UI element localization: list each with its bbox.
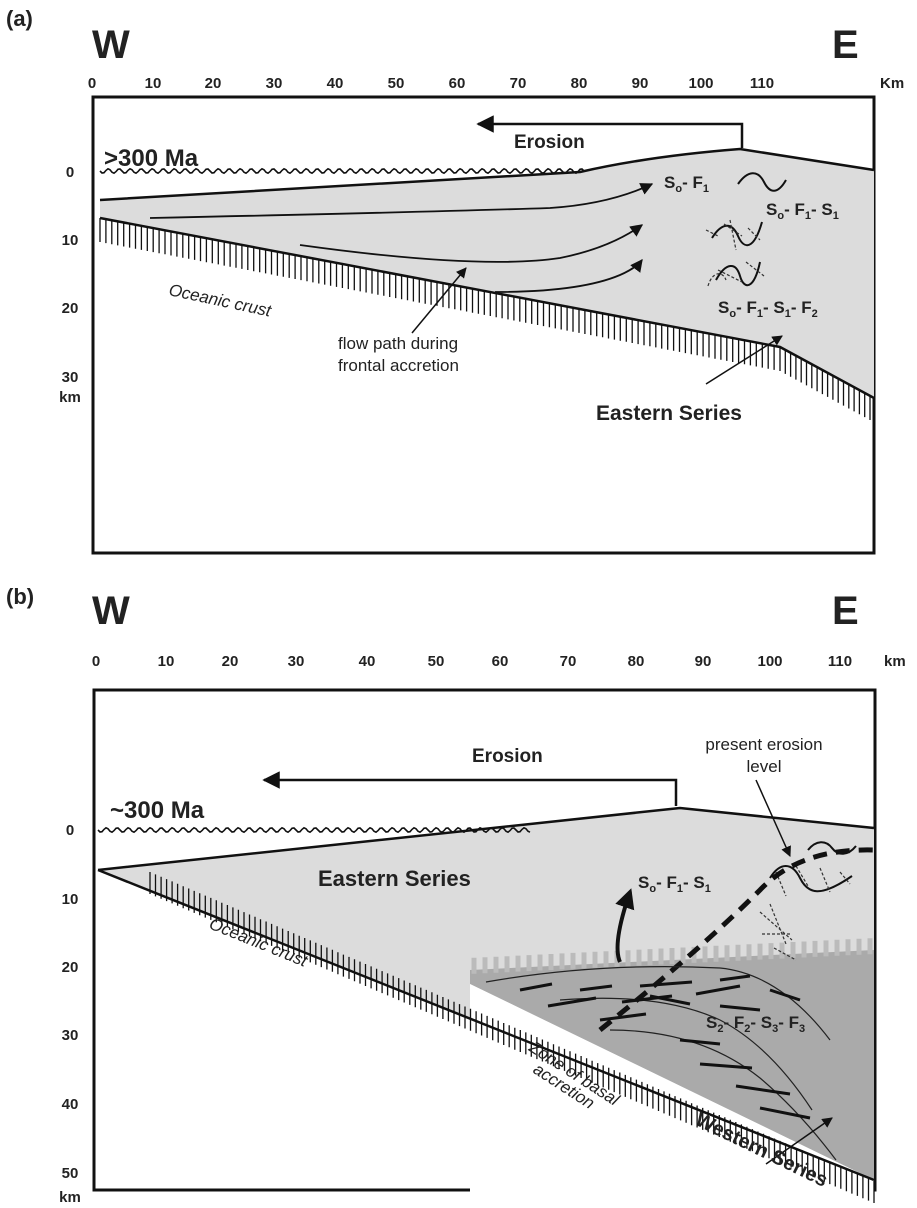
panel-b-y-unit: km [59,1189,81,1206]
panel-a-x-tick: 110 [750,75,774,92]
panel-b-y-tick: 10 [62,891,79,908]
panel-b-x-tick: 10 [158,653,175,670]
panel-b-east: E [832,589,859,633]
panel-b-y-axis: 0 10 20 30 40 50 km [59,822,81,1206]
panel-b-x-tick: 60 [492,653,509,670]
panel-b-western-mask [470,984,874,1200]
panel-b-x-axis: 0 10 20 30 40 50 60 70 80 90 100 110 km [92,653,906,670]
panel-a-fold-symbol [711,221,763,247]
panel-b-present-erosion-1: present erosion [705,735,822,754]
panel-b-western-wedge [470,950,874,1180]
panel-a-wedge [100,149,874,398]
panel-a-fold-symbol [715,261,761,287]
panel-a-cleavage [707,261,765,287]
panel-a-surface [99,147,875,202]
panel-b-cleavage [775,865,851,897]
panel-b-cleavage [759,903,797,961]
panel-a-erosion-label: Erosion [514,132,585,153]
panel-b-basal-accretion [485,966,837,1161]
panel-b-transition-band [471,938,873,974]
panel-a-label: (a) [6,6,33,31]
panel-a-erosion-arrow [476,115,744,148]
panel-a-oceanic-hatch [99,218,871,420]
panel-b-eastern-series: Eastern Series [318,866,471,891]
panel-b-unconformity [97,826,531,834]
panel-a-struct-2: So- F1- S1 [766,200,839,222]
panel-a-flow-path [149,183,654,219]
panel-a-x-tick: 90 [632,75,649,92]
panel-a-y-tick: 30 [62,369,79,386]
panel-b-x-tick: 50 [428,653,445,670]
panel-a-x-tick: 10 [145,75,162,92]
panel-a-flow-label-1: flow path during [338,334,458,353]
panel-a-x-tick: 60 [449,75,466,92]
panel-a-y-axis: 0 10 20 30 km [59,164,81,406]
panel-b-x-tick: 30 [288,653,305,670]
panel-a-x-tick: 50 [388,75,405,92]
panel-b-x-unit: km [884,653,906,670]
panel-a-y-tick: 10 [62,232,79,249]
panel-a-struct-1: So- F1 [664,173,709,195]
panel-a-flow-path-pointer [411,267,467,334]
panel-b-struct-1: So- F1- S1 [638,873,711,895]
panel-a-east: E [832,23,859,67]
panel-a-y-tick: 0 [66,164,74,181]
panel-a-flow-path [494,258,643,293]
panel-a-struct-3: So- F1- S1- F2 [718,298,818,320]
panel-b-x-tick: 70 [560,653,577,670]
panel-b-y-tick: 20 [62,959,79,976]
panel-a-x-tick: 30 [266,75,283,92]
panel-a-eastern-pointer [705,335,783,385]
panel-a-x-tick: 40 [327,75,344,92]
panel-a-x-tick: 100 [688,75,713,92]
panel-a-y-tick: 20 [62,300,79,317]
panel-a-unconformity [99,167,585,175]
panel-b-oceanic-hatch [149,872,875,1203]
panel-a-eastern-series: Eastern Series [596,402,742,425]
panel-b-y-tick: 30 [62,1027,79,1044]
panel-b-uplift-arrow [615,888,635,963]
panel-a-x-tick: 80 [571,75,588,92]
panel-a: (a) W E 0 10 20 30 40 50 60 70 80 90 100… [6,6,904,555]
panel-b-erosion-level [598,847,875,1032]
panel-b-west: W [92,589,130,633]
panel-b-label: (b) [6,584,34,609]
panel-a-x-tick: 0 [88,75,96,92]
panel-b-erosion-label: Erosion [472,746,543,767]
panel-a-fold-symbol [737,172,787,192]
panel-a-x-unit: Km [880,75,904,92]
panel-b-y-tick: 50 [62,1165,79,1182]
panel-b-x-tick: 20 [222,653,239,670]
panel-b-y-tick: 0 [66,822,74,839]
panel-b-x-tick: 80 [628,653,645,670]
panel-b-age: ~300 Ma [110,797,205,824]
panel-b-x-tick: 0 [92,653,100,670]
panel-a-x-axis: 0 10 20 30 40 50 60 70 80 90 100 110 Km [88,75,904,92]
panel-b-erosion-arrow [262,771,678,806]
panel-b-x-tick: 110 [828,653,852,670]
panel-b-fold-symbol [769,865,853,893]
panel-b-surface [97,806,875,872]
panel-b-present-erosion-2: level [747,757,782,776]
panel-a-cleavage [705,219,761,251]
panel-a-age: >300 Ma [104,145,199,172]
panel-b-x-tick: 100 [757,653,782,670]
panel-b-x-tick: 40 [359,653,376,670]
panel-a-x-tick: 20 [205,75,222,92]
panel-a-flow-path [299,224,644,263]
panel-b-present-erosion-pointer [755,779,791,857]
panel-a-west: W [92,23,130,67]
panel-b: (b) W E 0 10 20 30 40 50 60 70 80 90 100… [6,584,906,1206]
panel-b-struct-2: S2- F2- S3- F3 [706,1013,805,1035]
panel-a-x-tick: 70 [510,75,527,92]
panel-a-y-unit: km [59,389,81,406]
panel-b-x-tick: 90 [695,653,712,670]
panel-a-flow-label-2: frontal accretion [338,356,459,375]
panel-b-western-pointer [765,1117,833,1165]
panel-b-y-tick: 40 [62,1096,79,1113]
